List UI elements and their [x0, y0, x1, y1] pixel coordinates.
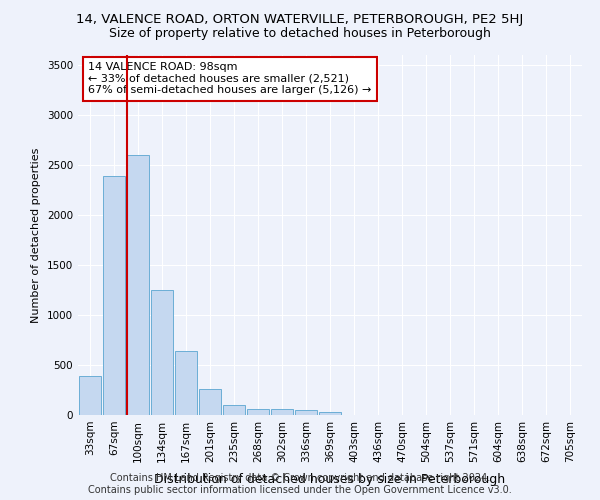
Bar — [199, 389, 221, 415]
Bar — [271, 409, 293, 415]
Text: Contains HM Land Registry data © Crown copyright and database right 2024.
Contai: Contains HM Land Registry data © Crown c… — [88, 474, 512, 495]
Bar — [175, 351, 197, 415]
Bar — [79, 376, 101, 415]
Bar — [247, 408, 269, 415]
Bar — [319, 412, 341, 415]
Bar — [127, 155, 149, 415]
Y-axis label: Number of detached properties: Number of detached properties — [31, 148, 41, 322]
Text: 14 VALENCE ROAD: 98sqm
← 33% of detached houses are smaller (2,521)
67% of semi-: 14 VALENCE ROAD: 98sqm ← 33% of detached… — [88, 62, 371, 96]
Bar — [151, 290, 173, 415]
Text: Size of property relative to detached houses in Peterborough: Size of property relative to detached ho… — [109, 28, 491, 40]
Bar — [103, 176, 125, 415]
Text: 14, VALENCE ROAD, ORTON WATERVILLE, PETERBOROUGH, PE2 5HJ: 14, VALENCE ROAD, ORTON WATERVILLE, PETE… — [76, 12, 524, 26]
X-axis label: Distribution of detached houses by size in Peterborough: Distribution of detached houses by size … — [154, 473, 506, 486]
Bar — [295, 410, 317, 415]
Bar — [223, 405, 245, 415]
